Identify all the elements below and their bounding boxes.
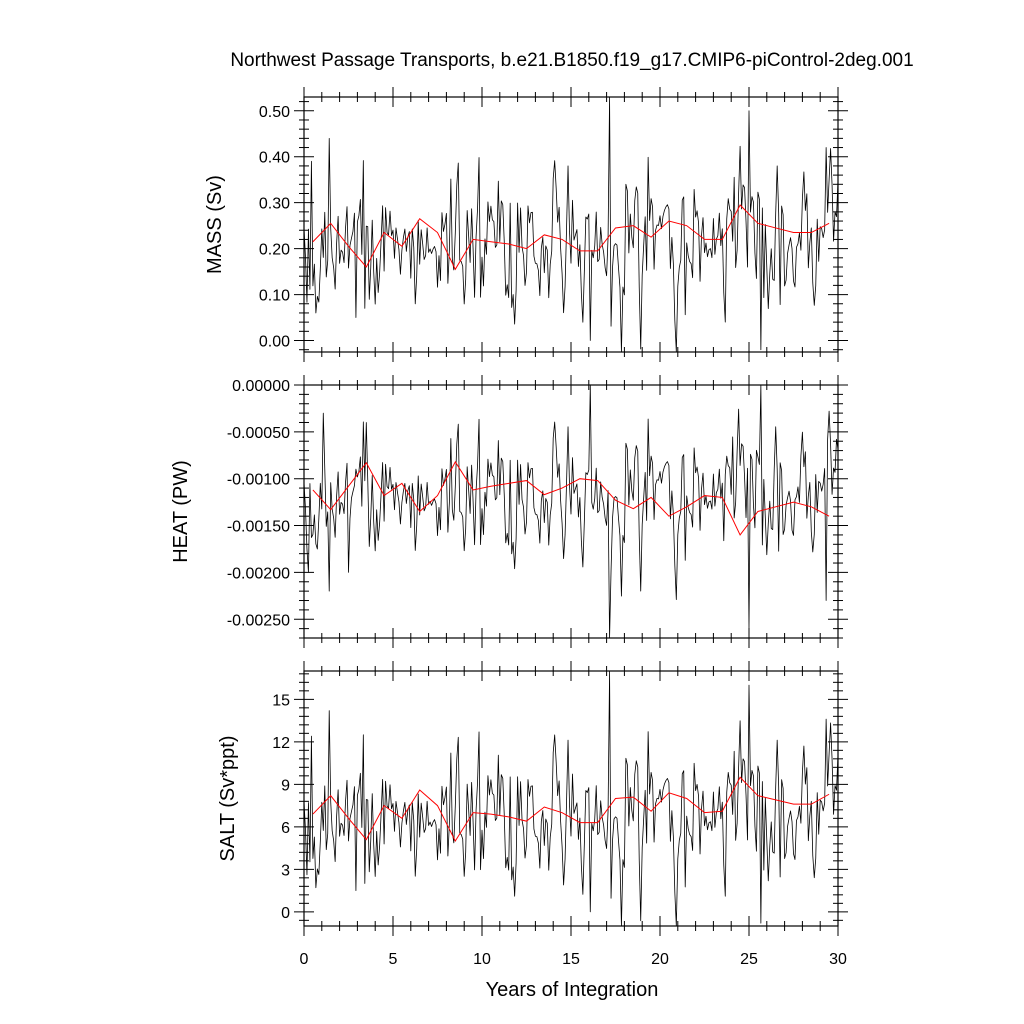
y-axis-label: MASS (Sv): [204, 175, 226, 274]
x-tick-label: 30: [829, 951, 847, 968]
panel-2: 0.00000 -0.00050 -0.00100 -0.00150 -0.00200 -…: [170, 375, 848, 648]
panel-frame: [303, 96, 839, 353]
y-axis-label: HEAT (PW): [170, 460, 192, 563]
y-tick-label: 15: [272, 692, 290, 709]
y-tick-label: 3: [281, 862, 290, 879]
panels: 0.00 0.10 0.20 0.30 0.40 0.50 MASS (Sv) 0.00000…: [170, 87, 848, 968]
x-axis-label: Years of Integration: [486, 979, 659, 1001]
x-tick-label: 10: [473, 951, 491, 968]
x-tick-label: 15: [562, 951, 580, 968]
y-tick-label: 0.10: [259, 288, 290, 305]
x-tick-label: 0: [300, 951, 309, 968]
annual-mean-line: [312, 204, 830, 271]
chart-title: Northwest Passage Transports, b.e21.B185…: [230, 50, 913, 71]
y-tick-label: -0.00250: [227, 612, 290, 629]
y-tick-label: -0.00150: [227, 519, 290, 536]
panel-3: 0 3 6 9 12 15 SALT (Sv*ppt): [217, 661, 848, 936]
monthly-series-line: [303, 384, 839, 639]
y-tick-label: -0.00050: [227, 425, 290, 442]
y-tick-label: 0.50: [259, 104, 290, 121]
y-tick-label: 0.00000: [232, 378, 290, 395]
x-tick-label: 25: [740, 951, 758, 968]
annual-mean-line: [312, 776, 830, 843]
y-tick-label: -0.00200: [227, 565, 290, 582]
y-tick-label: 0.20: [259, 242, 290, 259]
y-tick-label: 6: [281, 820, 290, 837]
x-tick-label: 20: [651, 951, 669, 968]
y-tick-label: -0.00100: [227, 472, 290, 489]
y-axis-label: SALT (Sv*ppt): [217, 736, 239, 862]
y-tick-label: 0.30: [259, 196, 290, 213]
y-tick-label: 9: [281, 777, 290, 794]
panel-1: 0.00 0.10 0.20 0.30 0.40 0.50 MASS (Sv): [204, 87, 848, 362]
panel-frame: [303, 670, 839, 927]
monthly-series-line: [303, 670, 839, 927]
y-tick-label: 12: [272, 735, 290, 752]
x-tick-label: 5: [389, 951, 398, 968]
y-tick-label: 0.00: [259, 334, 290, 351]
y-tick-label: 0: [281, 905, 290, 922]
y-tick-label: 0.40: [259, 150, 290, 167]
annual-mean-line: [312, 460, 830, 536]
monthly-series-line: [303, 96, 839, 353]
